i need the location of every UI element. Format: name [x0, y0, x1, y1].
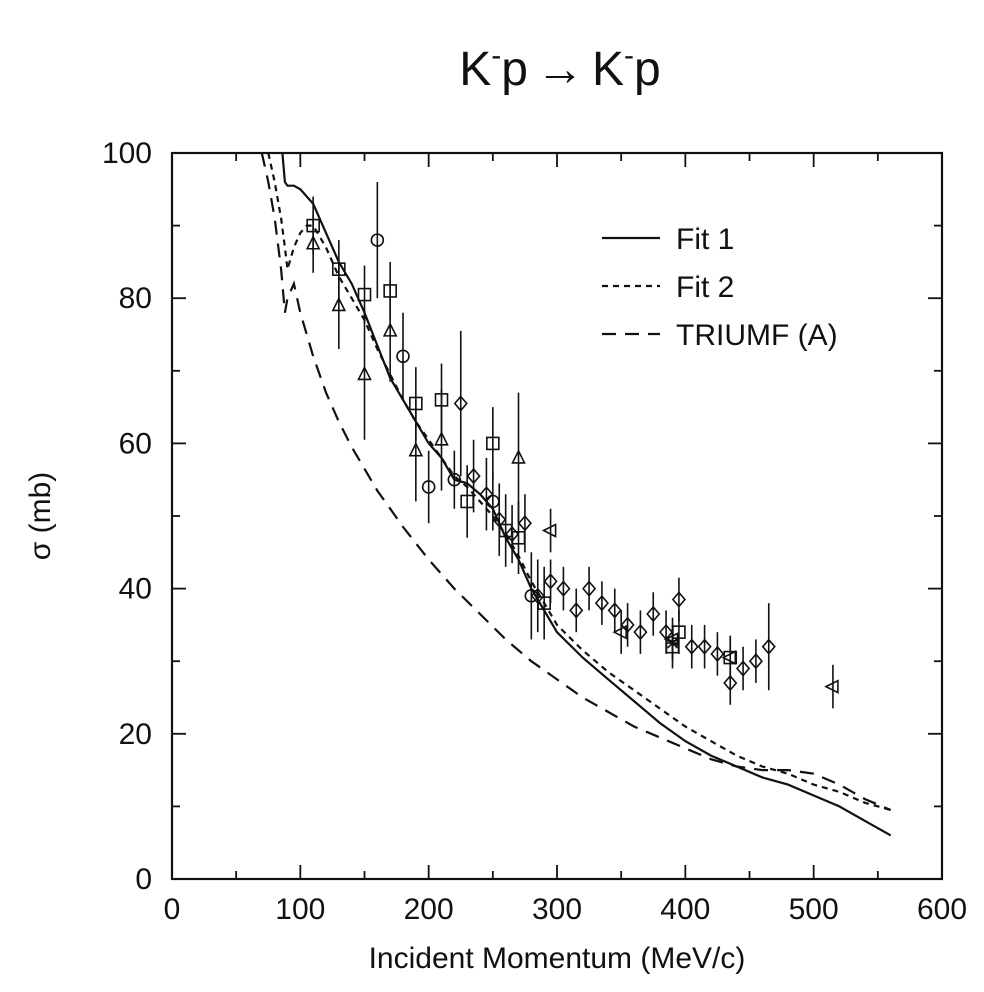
legend-label: TRIUMF (A) — [676, 319, 838, 352]
data-point-triangle-up — [408, 399, 424, 502]
y-tick-label: 0 — [135, 863, 152, 896]
y-tick-label: 20 — [119, 718, 152, 751]
data-point-circle — [370, 182, 385, 299]
data-point-star — [665, 628, 680, 658]
data-point-diamond — [569, 588, 584, 633]
data-point-triangle-up — [382, 280, 398, 382]
data-point-diamond — [646, 592, 661, 636]
data-point-diamond — [748, 639, 763, 683]
data-point-circle — [421, 450, 436, 524]
data-point-diamond — [505, 505, 520, 564]
legend-entry: TRIUMF (A) — [602, 319, 838, 352]
data-point-circle — [396, 312, 410, 400]
data-point-diamond — [671, 577, 686, 622]
data-point-triangle-up — [357, 309, 372, 440]
title-sup1: - — [491, 39, 501, 72]
y-tick-label: 40 — [119, 573, 152, 606]
data-point-triangle-left — [541, 508, 557, 553]
curve-1 — [267, 152, 891, 812]
data-point-diamond — [530, 559, 545, 633]
data-point-diamond — [736, 646, 751, 691]
axis-tick-labels: 0 100 200 300 400 500 600 0 20 40 60 80 100 — [102, 137, 967, 926]
data-point-square — [486, 407, 500, 480]
data-point-diamond — [582, 566, 597, 611]
data-point-diamond — [479, 457, 494, 531]
x-tick-label: 100 — [275, 893, 325, 926]
data-point-diamond — [517, 494, 532, 553]
chart-title: K-p → K-p — [459, 39, 660, 96]
data-point-diamond — [684, 624, 699, 669]
title-k2: K — [592, 43, 624, 96]
data-points — [305, 182, 839, 709]
curve-0 — [281, 152, 892, 837]
x-tick-label: 600 — [917, 893, 967, 926]
data-point-diamond — [466, 439, 481, 513]
title-p2: p — [634, 43, 661, 96]
data-point-diamond — [556, 566, 571, 611]
data-point-diamond — [607, 588, 622, 633]
data-point-diamond — [543, 559, 558, 604]
data-point-diamond — [761, 603, 776, 691]
x-tick-label: 300 — [532, 893, 582, 926]
data-point-diamond — [453, 330, 468, 477]
title-k1: K — [459, 43, 491, 96]
x-tick-label: 400 — [660, 893, 710, 926]
curve-2 — [260, 152, 892, 812]
data-point-diamond — [710, 632, 725, 676]
y-tick-label: 60 — [119, 427, 152, 460]
data-point-triangle-up — [511, 392, 526, 524]
x-tick-label: 0 — [164, 893, 181, 926]
data-point-diamond — [633, 610, 648, 654]
axis-ticks — [171, 152, 943, 880]
x-tick-label: 500 — [789, 893, 839, 926]
data-point-triangle-left — [612, 610, 627, 654]
y-tick-label: 100 — [102, 137, 152, 170]
data-point-triangle-left — [824, 664, 839, 709]
title-sup2: - — [624, 39, 634, 72]
data-point-diamond — [594, 581, 609, 625]
legend-label: Fit 1 — [676, 223, 734, 256]
fit-curves — [260, 152, 892, 837]
y-axis-label: σ (mb) — [24, 472, 57, 561]
legend-entry: Fit 1 — [602, 223, 734, 256]
data-point-diamond — [697, 624, 712, 669]
legend-label: Fit 2 — [676, 271, 734, 304]
legend: Fit 1 Fit 2 TRIUMF (A) — [602, 223, 838, 352]
data-point-diamond — [659, 610, 674, 654]
data-point-triangle-up — [434, 388, 449, 491]
y-tick-label: 80 — [119, 282, 152, 315]
data-point-circle — [447, 450, 462, 509]
data-point-triangle-up — [305, 214, 321, 273]
data-point-triangle-left — [721, 635, 737, 680]
x-axis-label: Incident Momentum (MeV/c) — [369, 942, 746, 975]
data-point-diamond — [492, 483, 507, 556]
title-arrow: → — [536, 43, 584, 96]
data-point-circle — [486, 472, 500, 531]
data-point-diamond — [620, 603, 635, 647]
title-p1: p — [501, 43, 528, 96]
data-point-triangle-up — [331, 261, 347, 350]
x-tick-label: 200 — [404, 893, 454, 926]
legend-entry: Fit 2 — [602, 271, 734, 304]
